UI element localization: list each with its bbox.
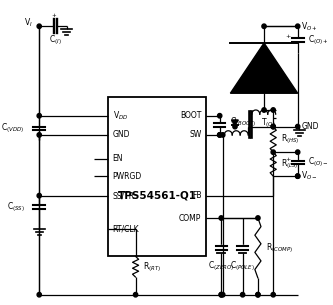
- Circle shape: [37, 113, 41, 118]
- Text: BOOT: BOOT: [180, 111, 201, 120]
- Circle shape: [262, 108, 266, 112]
- Circle shape: [217, 133, 222, 137]
- Circle shape: [37, 24, 41, 28]
- Circle shape: [271, 124, 275, 129]
- Text: GND: GND: [301, 122, 319, 131]
- Circle shape: [271, 292, 275, 297]
- Circle shape: [134, 292, 138, 297]
- Circle shape: [296, 174, 300, 178]
- Circle shape: [37, 133, 41, 137]
- Text: R$_{(RT)}$: R$_{(RT)}$: [143, 260, 161, 274]
- Text: C$_{(POLE)}$: C$_{(POLE)}$: [230, 260, 255, 274]
- Text: +: +: [285, 34, 290, 39]
- Circle shape: [256, 216, 260, 220]
- Text: C$_{(BOOT)}$: C$_{(BOOT)}$: [230, 115, 257, 129]
- Circle shape: [219, 292, 223, 297]
- Circle shape: [256, 292, 260, 297]
- Text: C$_{(I)}$: C$_{(I)}$: [49, 33, 62, 47]
- Text: C$_{(ZERO)}$: C$_{(ZERO)}$: [208, 260, 234, 274]
- Text: COMP: COMP: [179, 214, 201, 223]
- Text: C$_{(O)-}$: C$_{(O)-}$: [308, 155, 329, 169]
- Text: SW: SW: [189, 131, 201, 139]
- Circle shape: [262, 24, 266, 28]
- Text: +: +: [51, 13, 56, 18]
- Circle shape: [233, 124, 237, 129]
- Text: C$_{(O)+}$: C$_{(O)+}$: [308, 33, 329, 47]
- Polygon shape: [232, 120, 238, 125]
- Circle shape: [296, 150, 300, 154]
- Circle shape: [221, 133, 225, 137]
- Circle shape: [296, 174, 300, 178]
- Polygon shape: [230, 43, 298, 93]
- Text: TPS54561-Q1: TPS54561-Q1: [118, 191, 196, 201]
- Circle shape: [219, 216, 223, 220]
- FancyBboxPatch shape: [108, 97, 206, 257]
- Text: R$_{(COMP)}$: R$_{(COMP)}$: [266, 241, 292, 255]
- Text: R$_{(LS)}$: R$_{(LS)}$: [281, 157, 298, 171]
- Text: V$_I$: V$_I$: [24, 17, 33, 29]
- Circle shape: [271, 150, 275, 154]
- Circle shape: [217, 133, 222, 137]
- Circle shape: [37, 292, 41, 297]
- Circle shape: [217, 113, 222, 118]
- Text: V$_{O+}$: V$_{O+}$: [301, 20, 318, 33]
- Text: FB: FB: [192, 191, 201, 200]
- Text: C$_{(SS)}$: C$_{(SS)}$: [7, 200, 25, 214]
- Circle shape: [296, 24, 300, 28]
- Circle shape: [271, 108, 275, 112]
- Circle shape: [219, 292, 223, 297]
- Circle shape: [296, 124, 300, 129]
- Circle shape: [221, 292, 225, 297]
- Text: V$_{O-}$: V$_{O-}$: [301, 170, 318, 182]
- Text: C$_{(VDD)}$: C$_{(VDD)}$: [1, 122, 24, 135]
- Text: R$_{(HS)}$: R$_{(HS)}$: [281, 132, 299, 146]
- Circle shape: [271, 124, 275, 129]
- Circle shape: [37, 193, 41, 198]
- Text: SS/TR: SS/TR: [113, 191, 135, 200]
- Text: PWRGD: PWRGD: [113, 172, 142, 181]
- Circle shape: [240, 292, 245, 297]
- Text: GND: GND: [113, 131, 130, 139]
- Text: T$_{(O)}$: T$_{(O)}$: [261, 117, 276, 130]
- Text: +: +: [285, 156, 290, 162]
- Text: RT/CLK: RT/CLK: [113, 225, 139, 234]
- Text: EN: EN: [113, 154, 123, 163]
- Circle shape: [256, 292, 260, 297]
- Text: V$_{DD}$: V$_{DD}$: [113, 109, 128, 122]
